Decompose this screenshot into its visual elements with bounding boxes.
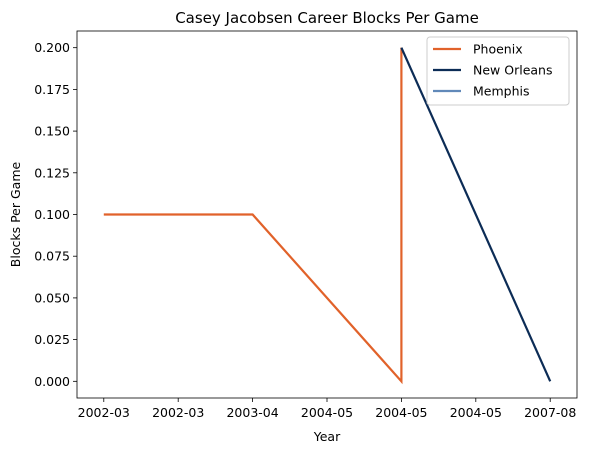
legend: Phoenix New Orleans Memphis: [426, 36, 570, 106]
series-line-phoenix: [103, 47, 403, 385]
series-lines: [103, 47, 552, 385]
x-tick-label: 2004-05: [375, 405, 427, 420]
y-tick-label: 0.150: [34, 124, 70, 139]
y-tick-label: 0.050: [34, 290, 70, 305]
x-tick-label: 2002-03: [78, 405, 130, 420]
x-tick-label: 2004-05: [301, 405, 353, 420]
y-tick-label: 0.000: [34, 374, 70, 389]
x-tick-label: 2002-03: [152, 405, 204, 420]
chart-title: Casey Jacobsen Career Blocks Per Game: [175, 9, 479, 27]
y-tick-label: 0.025: [34, 332, 70, 347]
y-axis: 0.000 0.025 0.050 0.075 0.100 0.125 0.150 0.175…: [34, 40, 77, 389]
y-tick-label: 0.125: [34, 165, 70, 180]
legend-label: Memphis: [473, 84, 530, 99]
x-tick-label: 2007-08: [524, 405, 576, 420]
x-tick-label: 2003-04: [226, 405, 278, 420]
x-axis: 2002-03 2002-03 2003-04 2004-05 2004-05 2004-…: [78, 398, 576, 420]
series-line-new-orleans: [400, 47, 552, 382]
y-axis-label: Blocks Per Game: [8, 161, 23, 267]
y-tick-label: 0.075: [34, 249, 70, 264]
legend-box: [426, 36, 570, 106]
legend-label: Phoenix: [473, 42, 523, 57]
legend-label: New Orleans: [473, 63, 552, 78]
y-tick-label: 0.100: [34, 207, 70, 222]
x-axis-label: Year: [313, 429, 341, 444]
x-tick-label: 2004-05: [450, 405, 502, 420]
y-tick-label: 0.175: [34, 82, 70, 97]
y-tick-label: 0.200: [34, 40, 70, 55]
